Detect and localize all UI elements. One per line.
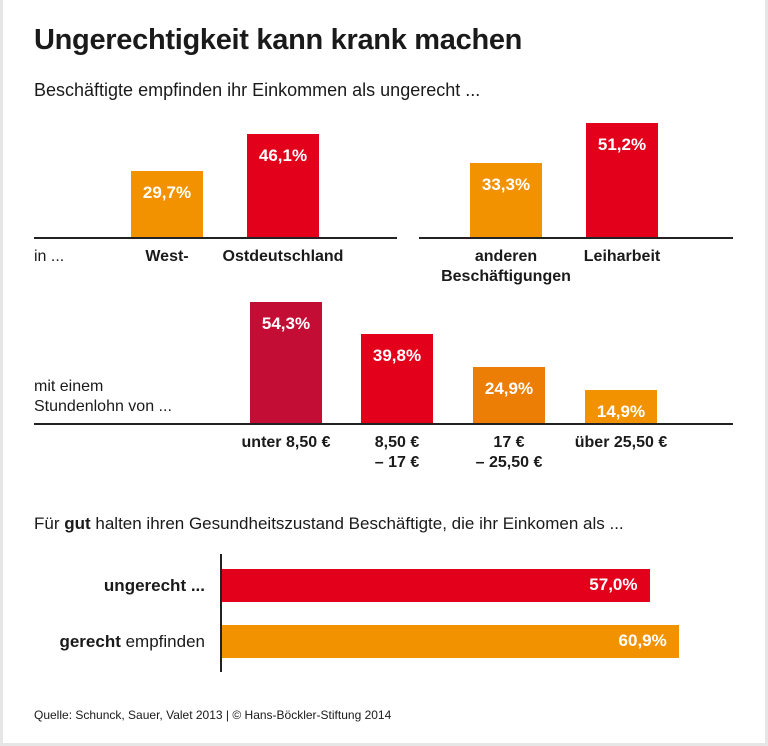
bar: 54,3%	[250, 301, 322, 423]
data-label: 29,7%	[142, 182, 192, 202]
bar: 39,8%	[361, 334, 433, 423]
bar: 14,9%	[585, 389, 657, 423]
data-label: 39,8%	[372, 346, 422, 366]
category-label: über 25,50 €	[574, 434, 668, 451]
data-label: 33,3%	[481, 174, 531, 194]
chart-title: Ungerechtigkeit kann krank machen	[34, 24, 523, 56]
section2-pre: Für	[34, 514, 65, 533]
category-label: West-	[145, 248, 189, 265]
data-label: 24,9%	[484, 379, 534, 399]
baseline-axis	[419, 237, 733, 239]
row-label: in ...	[34, 248, 65, 265]
bar: 57,0%	[222, 569, 650, 602]
category-label: 8,50 € – 17 €	[374, 434, 420, 471]
bar: 46,1%	[247, 133, 319, 237]
data-label: 57,0%	[589, 575, 638, 594]
chart-subtitle: Beschäftigte empfinden ihr Einkommen als…	[34, 80, 481, 100]
data-label: 46,1%	[258, 145, 308, 165]
section2-bold: gut	[64, 514, 91, 533]
data-label: 14,9%	[596, 401, 646, 421]
baseline-axis	[34, 237, 397, 239]
bar: 60,9%	[222, 625, 679, 658]
category-label: unter 8,50 €	[241, 434, 331, 451]
data-label: 54,3%	[261, 313, 311, 333]
category-label: anderen Beschäftigungen	[441, 248, 571, 285]
category-label-normal: empfinden	[120, 632, 205, 651]
section2-post: halten ihren Gesundheitszustand Beschäft…	[90, 514, 624, 533]
bar: 51,2%	[586, 122, 658, 237]
vertical-axis	[220, 554, 222, 672]
bar: 24,9%	[473, 367, 545, 423]
row-label: mit einem Stundenlohn von ...	[34, 378, 172, 415]
data-label: 60,9%	[618, 631, 667, 650]
category-label-bold: ungerecht ...	[103, 576, 205, 595]
category-label: gerecht empfinden	[59, 632, 205, 652]
baseline-axis	[34, 423, 733, 425]
category-label: Leiharbeit	[583, 248, 661, 265]
category-label: Ostdeutschland	[222, 248, 344, 265]
category-label: 17 € – 25,50 €	[475, 434, 543, 471]
bar: 33,3%	[470, 162, 542, 237]
data-label: 51,2%	[597, 134, 647, 154]
section2-heading: Für gut halten ihren Gesundheitszustand …	[34, 514, 624, 534]
category-label: ungerecht ...	[104, 576, 205, 596]
bar: 29,7%	[131, 170, 203, 237]
source-note: Quelle: Schunck, Sauer, Valet 2013 | © H…	[34, 708, 392, 722]
category-label-bold: gerecht	[59, 632, 121, 651]
